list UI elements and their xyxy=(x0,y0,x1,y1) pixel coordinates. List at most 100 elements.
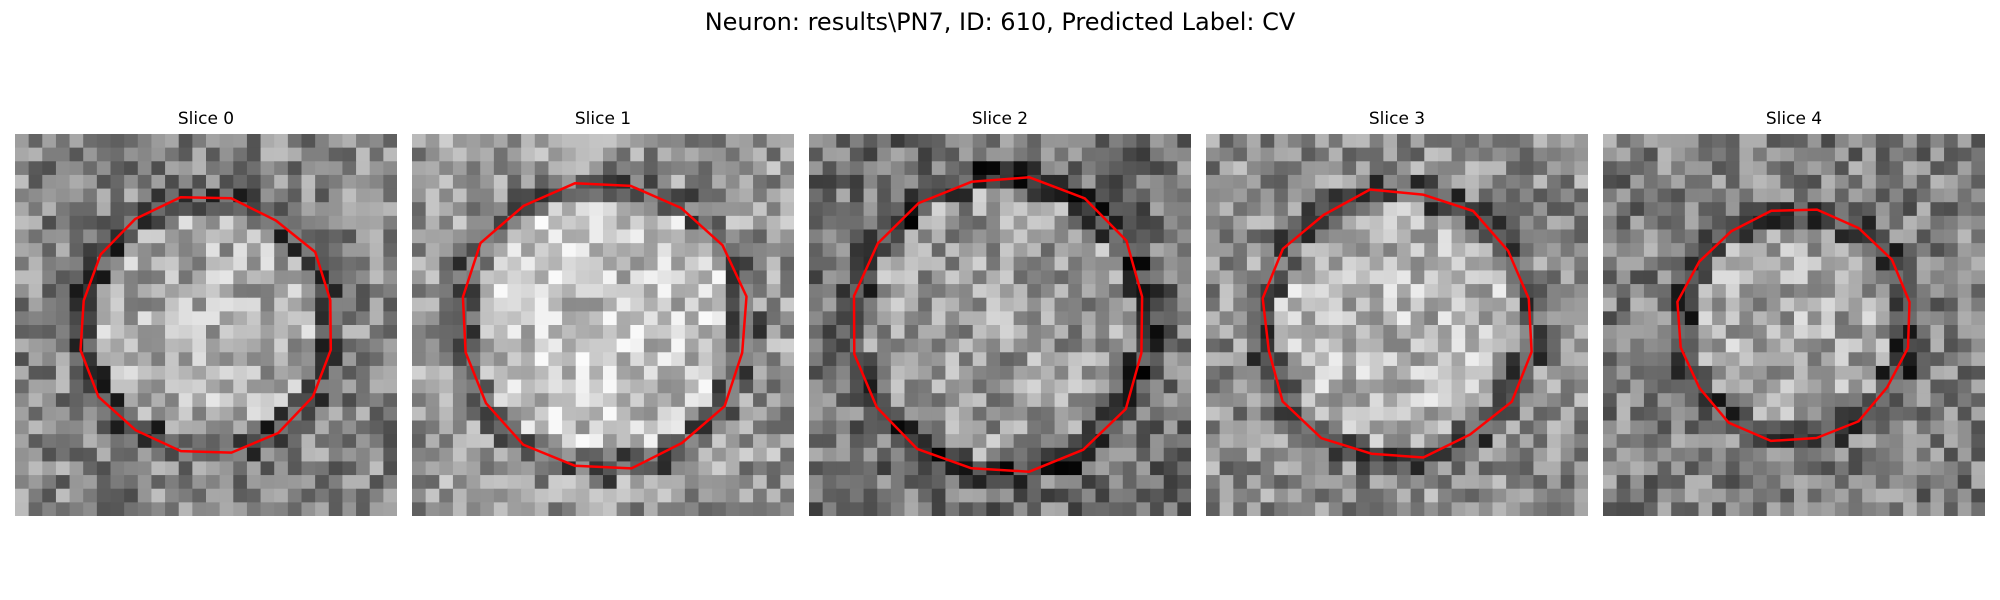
image-pixel xyxy=(1054,488,1069,503)
image-pixel xyxy=(1519,311,1534,326)
image-pixel xyxy=(466,338,481,353)
image-pixel xyxy=(1533,447,1548,462)
image-pixel xyxy=(562,202,577,217)
image-pixel xyxy=(439,352,454,367)
image-pixel xyxy=(1206,243,1221,258)
image-pixel xyxy=(534,270,549,285)
image-pixel xyxy=(412,475,427,490)
image-pixel xyxy=(1465,243,1480,258)
image-pixel xyxy=(315,229,330,244)
image-pixel xyxy=(233,215,248,230)
image-pixel xyxy=(684,393,699,408)
image-pixel xyxy=(1122,352,1137,367)
image-pixel xyxy=(753,229,768,244)
image-pixel xyxy=(890,338,905,353)
image-pixel xyxy=(1560,284,1575,299)
image-pixel xyxy=(1916,461,1931,476)
image-pixel xyxy=(1233,243,1248,258)
image-pixel xyxy=(28,475,43,490)
image-pixel xyxy=(630,325,645,340)
image-pixel xyxy=(877,161,892,176)
image-pixel xyxy=(1328,229,1343,244)
image-pixel xyxy=(918,325,933,340)
image-pixel xyxy=(287,502,302,516)
image-pixel xyxy=(15,325,30,340)
image-pixel xyxy=(466,229,481,244)
image-pixel xyxy=(1246,393,1262,408)
image-pixel xyxy=(1684,174,1699,190)
image-pixel xyxy=(1437,488,1453,503)
image-pixel xyxy=(959,161,974,176)
image-pixel xyxy=(124,434,139,449)
image-pixel xyxy=(1643,174,1659,190)
image-pixel xyxy=(1630,161,1645,176)
image-pixel xyxy=(1684,215,1699,230)
image-pixel xyxy=(1753,243,1768,258)
image-pixel xyxy=(1424,161,1439,176)
image-pixel xyxy=(849,161,865,176)
image-pixel xyxy=(452,475,468,490)
image-pixel xyxy=(603,434,618,449)
image-pixel xyxy=(480,147,495,162)
image-pixel xyxy=(42,215,57,230)
image-pixel xyxy=(206,338,221,353)
image-pixel xyxy=(1328,215,1343,230)
image-pixel xyxy=(643,256,659,271)
image-pixel xyxy=(725,215,740,230)
image-pixel xyxy=(1150,352,1165,367)
image-pixel xyxy=(1560,325,1575,340)
image-pixel xyxy=(1560,297,1575,312)
image-pixel xyxy=(1725,161,1740,176)
image-pixel xyxy=(1451,475,1466,490)
image-pixel xyxy=(165,134,180,149)
image-pixel xyxy=(548,488,563,503)
image-pixel xyxy=(1616,215,1631,230)
image-pixel xyxy=(1410,393,1425,408)
image-pixel xyxy=(1766,488,1781,503)
image-pixel xyxy=(274,488,289,503)
image-pixel xyxy=(1424,434,1439,449)
image-pixel xyxy=(110,161,125,176)
image-pixel xyxy=(369,434,384,449)
image-pixel xyxy=(287,202,302,217)
image-pixel xyxy=(55,352,71,367)
image-pixel xyxy=(1081,284,1096,299)
image-pixel xyxy=(1875,325,1890,340)
image-pixel xyxy=(1794,365,1809,381)
image-pixel xyxy=(931,488,946,503)
image-pixel xyxy=(986,434,1001,449)
image-pixel xyxy=(643,434,659,449)
image-pixel xyxy=(1712,270,1727,285)
image-pixel xyxy=(1177,161,1191,176)
image-pixel xyxy=(1821,270,1836,285)
image-pixel xyxy=(124,325,139,340)
image-pixel xyxy=(1834,338,1850,353)
image-pixel xyxy=(287,284,302,299)
image-pixel xyxy=(1533,256,1548,271)
image-pixel xyxy=(918,297,933,312)
image-pixel xyxy=(206,379,221,394)
image-pixel xyxy=(1122,174,1137,190)
image-pixel xyxy=(548,434,563,449)
image-pixel xyxy=(233,365,248,381)
image-pixel xyxy=(1068,243,1083,258)
image-pixel xyxy=(1301,393,1316,408)
image-pixel xyxy=(1794,338,1809,353)
image-pixel xyxy=(684,365,699,381)
image-pixel xyxy=(1369,215,1384,230)
image-pixel xyxy=(1753,270,1768,285)
image-pixel xyxy=(55,134,71,149)
image-pixel xyxy=(1095,406,1110,421)
image-pixel xyxy=(1040,379,1056,394)
image-pixel xyxy=(369,297,384,312)
image-pixel xyxy=(328,202,343,217)
image-pixel xyxy=(575,434,590,449)
image-pixel xyxy=(1478,311,1493,326)
image-pixel xyxy=(1233,161,1248,176)
image-pixel xyxy=(1150,147,1165,162)
image-pixel xyxy=(192,215,207,230)
image-pixel xyxy=(55,311,71,326)
image-pixel xyxy=(562,256,577,271)
image-pixel xyxy=(1109,475,1124,490)
image-pixel xyxy=(1671,502,1686,516)
